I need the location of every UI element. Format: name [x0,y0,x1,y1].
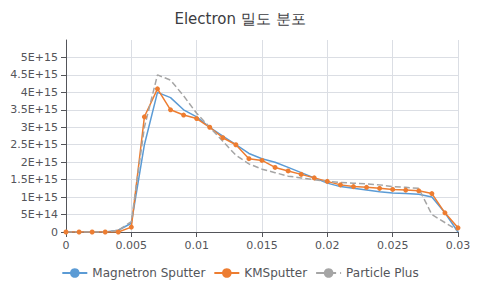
svg-text:Particle Plus: Particle Plus [346,266,419,280]
svg-text:0.02: 0.02 [315,239,340,252]
svg-text:0: 0 [63,239,70,252]
svg-text:KMSputter: KMSputter [244,266,307,280]
svg-text:4E+15: 4E+15 [21,86,58,99]
svg-text:5E+15: 5E+15 [21,51,58,64]
svg-text:2E+15: 2E+15 [21,156,58,169]
svg-text:Magnetron Sputter: Magnetron Sputter [92,266,205,280]
svg-text:2.5E+15: 2.5E+15 [10,138,58,151]
svg-text:1E+15: 1E+15 [21,191,58,204]
svg-text:0.03: 0.03 [446,239,471,252]
svg-text:4.5E+15: 4.5E+15 [10,68,58,81]
svg-text:1.5E+15: 1.5E+15 [10,173,58,186]
svg-text:3E+15: 3E+15 [21,121,58,134]
svg-text:3.5E+15: 3.5E+15 [10,103,58,116]
svg-text:0.025: 0.025 [377,239,409,252]
svg-text:0.015: 0.015 [246,239,278,252]
svg-text:0.01: 0.01 [184,239,209,252]
svg-text:Electron 밀도 분포: Electron 밀도 분포 [174,10,305,28]
svg-text:0.005: 0.005 [116,239,148,252]
svg-text:5E+14: 5E+14 [21,208,58,221]
svg-text:0: 0 [51,226,58,239]
